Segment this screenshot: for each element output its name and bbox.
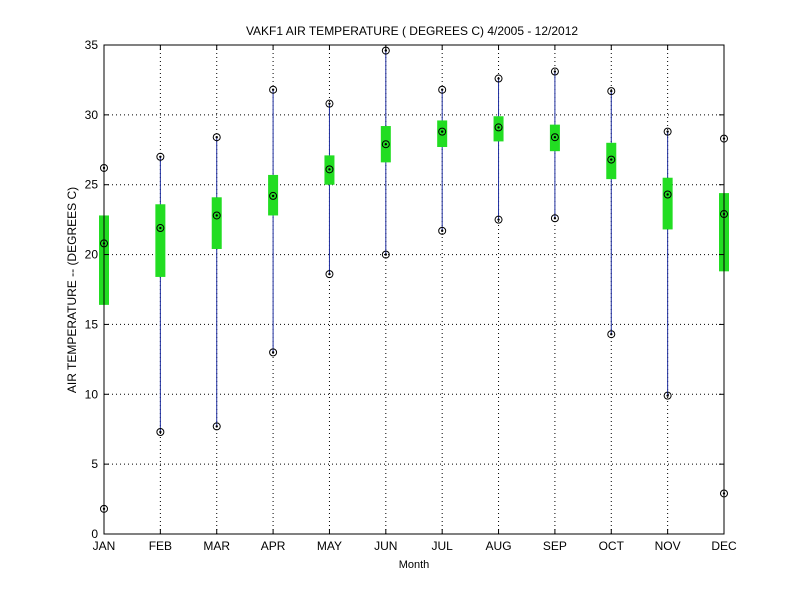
- median-marker-dot-nov: [666, 193, 669, 196]
- median-marker-dot-oct: [610, 158, 613, 161]
- max-marker-dot-aug: [497, 77, 500, 80]
- x-tick-label: MAY: [317, 539, 342, 553]
- x-tick-label: JUN: [374, 539, 397, 553]
- median-marker-dot-aug: [497, 126, 500, 129]
- x-tick-label: FEB: [149, 539, 172, 553]
- iqr-box-feb: [155, 204, 166, 277]
- min-marker-sep: [550, 214, 559, 223]
- median-marker-dot-apr: [271, 194, 275, 198]
- min-marker-nov: [663, 391, 672, 400]
- max-marker-dot-may: [328, 102, 331, 105]
- iqr-box-mar: [211, 197, 222, 249]
- median-marker-dot-jun: [384, 142, 388, 146]
- median-marker-oct: [607, 155, 616, 164]
- max-marker-sep: [550, 67, 559, 76]
- median-marker-jul: [438, 127, 447, 136]
- y-tick-label: 10: [85, 387, 99, 401]
- x-tick-label: NOV: [655, 539, 681, 553]
- plot-frame: [103, 44, 725, 535]
- x-tick-label: JUL: [432, 539, 454, 553]
- max-marker-dot-sep: [553, 70, 557, 73]
- median-marker-jun: [381, 140, 390, 149]
- x-tick-label: MAR: [203, 539, 230, 553]
- y-tick-label: 35: [85, 38, 99, 52]
- y-tick-label: 25: [85, 178, 99, 192]
- min-marker-dot-sep: [553, 217, 557, 220]
- y-axis-label: AIR TEMPERATURE -- (DEGREES C): [65, 187, 79, 393]
- y-axis-ticks: 0 5 10 15 20 25 30 35: [85, 38, 724, 541]
- median-marker-mar: [212, 211, 221, 220]
- x-tick-label: JAN: [93, 539, 116, 553]
- median-marker-dot-feb: [159, 226, 162, 230]
- min-marker-dot-nov: [666, 394, 669, 397]
- max-marker-dot-mar: [215, 136, 218, 139]
- min-marker-feb: [156, 428, 165, 437]
- y-tick-label: 30: [85, 108, 99, 122]
- min-marker-dot-apr: [271, 351, 275, 354]
- chart-title: VAKF1 AIR TEMPERATURE ( DEGREES C) 4/200…: [246, 24, 578, 38]
- x-tick-label: DEC: [711, 539, 737, 553]
- max-marker-nov: [663, 127, 672, 136]
- max-marker-dot-feb: [159, 155, 162, 158]
- min-marker-mar: [212, 422, 221, 431]
- min-marker-dot-oct: [610, 333, 613, 336]
- median-marker-dot-may: [328, 168, 331, 171]
- x-tick-label: AUG: [486, 539, 512, 553]
- min-marker-dot-aug: [497, 218, 500, 221]
- x-tick-label: APR: [261, 539, 286, 553]
- median-marker-dot-jul: [440, 130, 444, 133]
- max-marker-jul: [438, 85, 447, 94]
- median-marker-nov: [663, 190, 672, 199]
- max-marker-may: [325, 99, 334, 108]
- min-marker-dot-jul: [440, 229, 444, 233]
- max-marker-oct: [607, 87, 616, 96]
- iqr-box-nov: [662, 177, 673, 230]
- min-marker-dot-feb: [159, 430, 162, 434]
- min-marker-oct: [607, 330, 616, 339]
- min-marker-apr: [269, 348, 278, 357]
- median-marker-aug: [494, 123, 503, 132]
- x-axis-label: Month: [399, 559, 430, 571]
- median-marker-dot-mar: [215, 214, 218, 217]
- y-tick-label: 20: [85, 248, 99, 262]
- iqr-box-oct: [606, 142, 617, 180]
- min-marker-aug: [494, 215, 503, 224]
- median-marker-feb: [156, 224, 165, 233]
- median-marker-sep: [550, 133, 559, 142]
- x-tick-label: OCT: [599, 539, 625, 553]
- max-marker-dot-jul: [440, 88, 444, 91]
- y-tick-label: 5: [91, 457, 98, 471]
- max-marker-aug: [494, 74, 503, 83]
- max-marker-dot-apr: [271, 88, 275, 91]
- x-tick-label: SEP: [543, 539, 567, 553]
- min-marker-dot-jun: [384, 253, 388, 256]
- min-marker-dot-may: [328, 272, 331, 276]
- y-tick-label: 15: [85, 317, 99, 331]
- min-marker-jun: [381, 250, 390, 259]
- median-marker-may: [325, 165, 334, 174]
- iqr-box-aug: [493, 116, 504, 142]
- max-marker-dot-jun: [384, 49, 388, 52]
- plot-area: [104, 45, 724, 534]
- median-marker-apr: [269, 191, 278, 200]
- min-marker-may: [325, 270, 334, 279]
- y-tick-label: 0: [91, 527, 98, 541]
- min-marker-dot-mar: [215, 425, 218, 428]
- iqr-box-jul: [437, 120, 448, 147]
- max-marker-feb: [156, 152, 165, 161]
- min-marker-jul: [438, 226, 447, 235]
- x-axis-ticks: JAN FEB MAR APR MAY JUN JUL AUG SEP OCT NOV DEC: [93, 45, 737, 553]
- max-marker-dot-nov: [666, 130, 669, 133]
- median-marker-dot-sep: [553, 136, 557, 139]
- max-marker-apr: [269, 85, 278, 94]
- max-marker-dot-oct: [610, 89, 613, 93]
- max-marker-mar: [212, 133, 221, 142]
